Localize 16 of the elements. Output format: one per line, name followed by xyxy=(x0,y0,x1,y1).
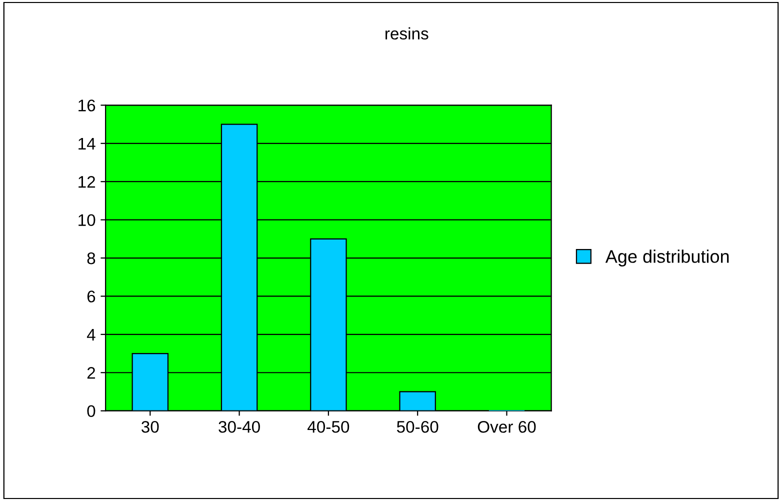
y-tick-label: 16 xyxy=(78,100,96,112)
x-tick-label: 40-50 xyxy=(308,420,350,433)
x-tick-label: 30-40 xyxy=(218,420,260,433)
x-tick-label: Over 60 xyxy=(478,420,536,433)
y-tick-label: 12 xyxy=(78,176,96,188)
x-tick-label: 30 xyxy=(142,420,159,433)
y-tick-label: 6 xyxy=(87,290,96,302)
legend-label: Age distribution xyxy=(605,250,729,266)
chart-title: resins xyxy=(386,27,428,40)
x-tick-label: 50-60 xyxy=(396,420,438,433)
y-tick-label: 14 xyxy=(78,138,96,150)
y-tick-label: 4 xyxy=(86,328,96,340)
y-tick-label: 10 xyxy=(78,214,96,226)
y-tick-label: 2 xyxy=(87,367,96,379)
y-tick-label: 8 xyxy=(87,252,96,264)
y-tick-label: 0 xyxy=(87,405,96,418)
